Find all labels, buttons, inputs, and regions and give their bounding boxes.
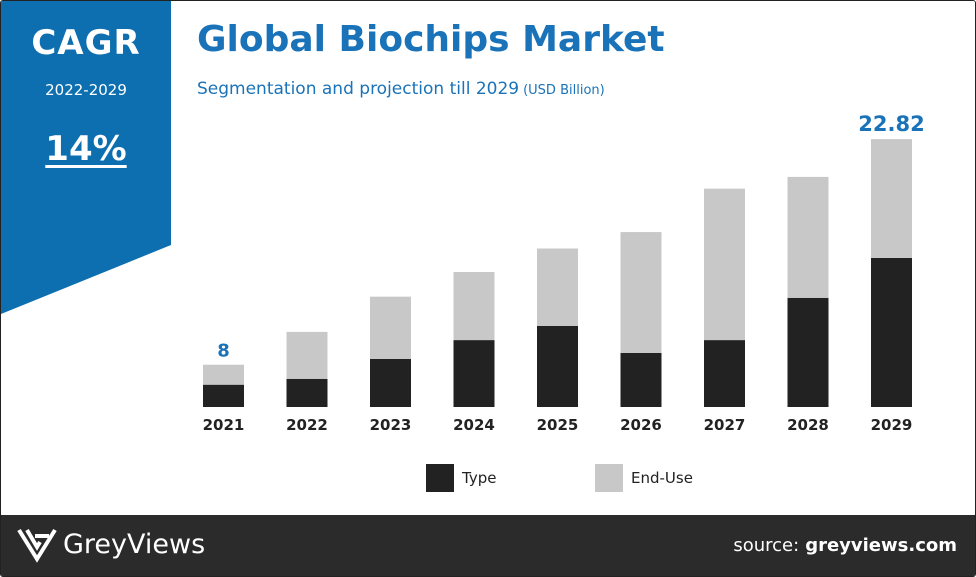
bar-end-use-2028 <box>787 176 829 298</box>
cagr-title: CAGR <box>31 23 141 63</box>
bar-end-use-2026 <box>620 232 662 353</box>
chart-unit: (USD Billion) <box>523 83 605 98</box>
bar-type-2029 <box>871 257 912 407</box>
chart-subtitle: Segmentation and projection till 2029 (US… <box>197 79 605 99</box>
data-label-2029: 22.82 <box>858 112 924 136</box>
x-tick-label-2024: 2024 <box>453 416 495 434</box>
legend-item-end-use: End-Use <box>595 464 693 492</box>
x-tick-label-2027: 2027 <box>704 416 746 434</box>
source-domain: greyviews.com <box>805 535 957 556</box>
cagr-panel: CAGR 2022-2029 14% <box>1 1 171 316</box>
bar-type-2025 <box>537 326 578 407</box>
bar-type-2022 <box>286 378 328 407</box>
legend-item-type: Type <box>426 464 496 492</box>
chart-subtitle-text: Segmentation and projection till 2029 <box>197 79 520 99</box>
bar-end-use-2029 <box>871 139 912 258</box>
bar-end-use-2025 <box>537 248 578 326</box>
x-tick-label-2029: 2029 <box>871 416 913 434</box>
brand-name: GreyViews <box>63 529 206 560</box>
legend-label-end-use: End-Use <box>631 469 693 487</box>
x-tick-label-2021: 2021 <box>203 416 245 434</box>
chart-title: Global Biochips Market <box>197 19 665 60</box>
bar-end-use-2027 <box>704 188 745 341</box>
bar-type-2027 <box>704 340 745 407</box>
cagr-panel-background <box>1 1 171 314</box>
x-tick-label-2025: 2025 <box>537 416 579 434</box>
bar-type-2028 <box>787 297 829 407</box>
legend-swatch-type <box>426 464 454 492</box>
x-tick-label-2028: 2028 <box>787 416 829 434</box>
bar-end-use-2021 <box>203 364 244 385</box>
cagr-years: 2022-2029 <box>45 81 127 99</box>
bar-end-use-2022 <box>286 331 328 379</box>
source-label: source: <box>733 535 800 556</box>
x-tick-label-2026: 2026 <box>620 416 662 434</box>
greyviews-logo-icon <box>17 528 57 563</box>
x-tick-label-2022: 2022 <box>286 416 328 434</box>
bar-type-2021 <box>203 384 244 407</box>
bar-type-2023 <box>370 358 411 407</box>
legend-label-type: Type <box>462 469 497 487</box>
cagr-value: 14% <box>45 129 127 169</box>
x-tick-label-2023: 2023 <box>370 416 412 434</box>
bar-end-use-2024 <box>453 272 495 341</box>
source-note: source: greyviews.com <box>733 535 957 556</box>
bar-end-use-2023 <box>370 296 411 359</box>
footer-bar: GreyViews source: greyviews.com <box>1 515 975 576</box>
bar-type-2024 <box>453 340 495 407</box>
bar-type-2026 <box>620 353 662 407</box>
bar-chart: 2021 8 2022 2023 2024 2025 2026 2027 2028 2029 22.… <box>203 112 925 434</box>
legend-swatch-end-use <box>595 464 623 492</box>
data-label-2021: 8 <box>217 341 230 362</box>
